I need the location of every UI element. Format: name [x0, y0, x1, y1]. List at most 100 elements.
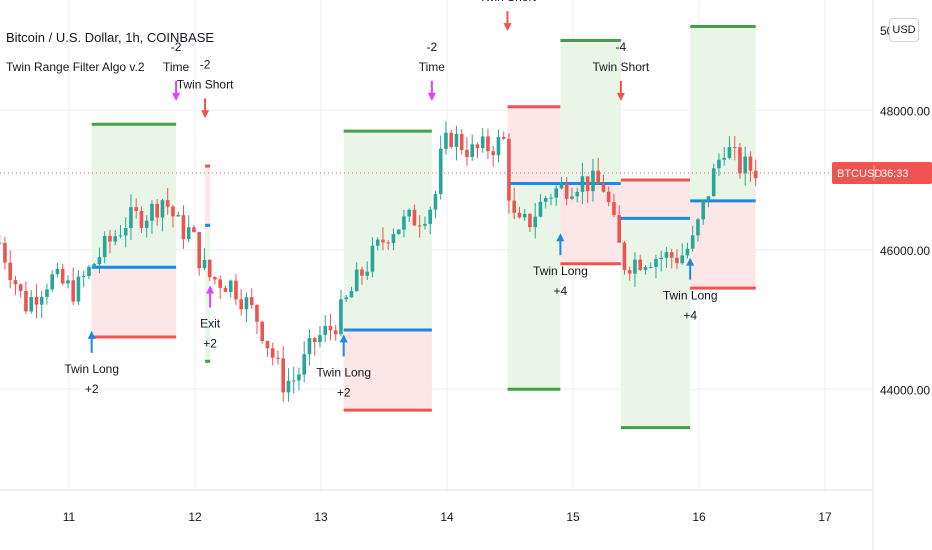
candle [76, 270, 81, 305]
candle-body [654, 259, 658, 267]
candle [391, 228, 396, 251]
candle-body [213, 277, 217, 280]
candle-body [438, 148, 443, 195]
candle [654, 254, 658, 279]
candle [743, 146, 747, 186]
candle-body [402, 216, 406, 230]
candle [134, 198, 138, 219]
candle-body [470, 144, 474, 158]
candle-body [753, 170, 758, 179]
candle [402, 210, 406, 238]
candle-body [732, 147, 737, 149]
candle [454, 125, 459, 161]
candle [165, 187, 170, 215]
candle [617, 205, 621, 243]
candle-body [370, 245, 375, 272]
candle-body [591, 170, 595, 192]
candle [648, 262, 653, 269]
candle [202, 248, 207, 271]
annotation-text: -2 [200, 57, 211, 71]
candle [433, 190, 438, 219]
candle-body [66, 280, 70, 284]
candle-body [444, 132, 448, 149]
candle-body [696, 219, 700, 236]
candle-body [118, 235, 123, 237]
candle-body [549, 197, 553, 199]
candle [129, 194, 133, 240]
candle-body [596, 170, 600, 184]
candle-body [60, 268, 65, 284]
candle [87, 264, 91, 280]
candle [459, 129, 464, 155]
candle [97, 247, 102, 274]
candle-body [606, 191, 611, 203]
candle [438, 135, 443, 200]
annotation: Twin Long +2 [64, 330, 119, 396]
candle-body [459, 134, 464, 150]
indicator-title[interactable]: Twin Range Filter Algo v.2 [6, 60, 145, 74]
candle [139, 206, 144, 233]
candle-body [381, 239, 385, 243]
symbol-title[interactable]: Bitcoin / U.S. Dollar, 1h, COINBASE [6, 30, 215, 45]
candle [465, 137, 469, 166]
candle [396, 229, 401, 235]
x-tick-label: 12 [188, 510, 202, 524]
candle-body [543, 198, 548, 202]
candle-body [412, 209, 417, 226]
annotation-text: Twin Short [479, 0, 536, 4]
candle-body [323, 326, 327, 336]
candle-body [8, 262, 12, 281]
candle [612, 193, 616, 218]
candle-body [727, 147, 732, 158]
arrow-down-head-icon [616, 92, 625, 101]
candle [302, 341, 306, 383]
candle-body [570, 196, 574, 199]
annotation: Twin Long +4 [663, 257, 718, 323]
arrow-up-head-icon [87, 330, 96, 339]
candle [522, 209, 527, 221]
candle-body [517, 212, 522, 218]
candle-body [585, 176, 590, 192]
candle-body [349, 291, 354, 298]
candle [60, 264, 65, 286]
arrow-up-head-icon [206, 285, 215, 294]
currency-button[interactable]: USD [889, 18, 919, 42]
candle [333, 325, 338, 341]
arrow-up-head-icon [686, 257, 695, 266]
candle [218, 275, 222, 299]
candle-body [265, 341, 270, 349]
candle [71, 267, 75, 305]
candle-body [675, 257, 679, 264]
candle-body [276, 357, 280, 359]
candle-body [29, 296, 33, 312]
candle-body [102, 235, 107, 258]
annotation-text: Exit [200, 317, 221, 331]
stop-zone [91, 267, 177, 337]
price-tag-countdown: 36:33 [881, 168, 909, 180]
candle-body [50, 274, 54, 290]
candle [29, 290, 33, 314]
candle [543, 195, 548, 209]
candle [255, 303, 259, 335]
target-zone [560, 40, 621, 184]
candle [349, 286, 354, 298]
candle [412, 204, 417, 226]
candle-body [669, 252, 674, 258]
candle-body [638, 259, 642, 270]
annotation-text: Time [163, 60, 190, 74]
candle-body [690, 235, 695, 249]
target-zone [690, 26, 756, 201]
candle-body [218, 279, 222, 288]
candle-body [396, 229, 401, 235]
candle-body [13, 280, 18, 285]
candle [239, 288, 243, 316]
candle-body [627, 270, 632, 274]
candle-body [165, 200, 170, 207]
candle-body [554, 188, 558, 198]
x-tick-label: 17 [818, 510, 832, 524]
candle [533, 202, 537, 239]
candle [486, 128, 490, 160]
candle [39, 290, 44, 319]
